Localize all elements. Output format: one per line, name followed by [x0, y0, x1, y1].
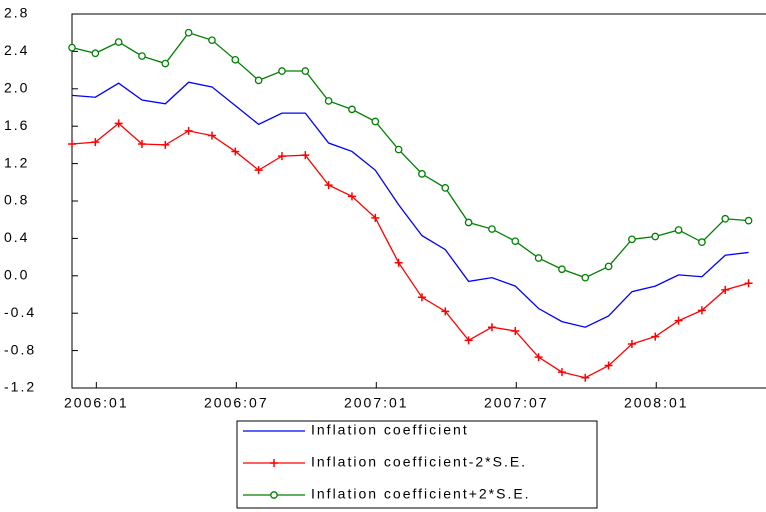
point-marker — [721, 285, 730, 294]
point-marker — [91, 49, 100, 58]
point-marker — [278, 67, 286, 75]
point-marker — [698, 238, 706, 246]
point-marker — [418, 170, 426, 178]
legend-label: Inflation coefficient — [311, 422, 469, 438]
x-tick-label: 2006:07 — [204, 395, 269, 411]
point-marker — [511, 326, 520, 335]
legend-label: Inflation coefficient-2*S.E. — [311, 454, 527, 470]
point-marker — [394, 145, 403, 154]
point-marker — [417, 293, 426, 302]
point-marker — [441, 184, 450, 192]
point-marker — [184, 126, 193, 135]
point-marker — [511, 237, 520, 246]
point-marker — [464, 336, 473, 345]
point-marker — [674, 316, 683, 325]
y-tick-label: 2.4 — [4, 42, 29, 58]
point-marker — [114, 119, 123, 128]
point-marker — [581, 273, 590, 282]
y-tick-label: -1.2 — [4, 379, 36, 395]
point-marker — [347, 192, 356, 201]
legend-box — [236, 420, 598, 509]
series-line — [71, 31, 749, 279]
legend-label: Inflation coefficient+2*S.E. — [311, 486, 531, 502]
y-tick-label: -0.4 — [4, 304, 36, 320]
point-marker — [488, 225, 496, 233]
point-marker — [138, 52, 146, 60]
point-marker — [628, 235, 636, 244]
point-marker — [487, 323, 496, 332]
y-tick-label: 1.6 — [4, 117, 29, 133]
point-marker — [324, 181, 333, 190]
point-marker — [464, 218, 473, 227]
y-tick-label: 2.8 — [4, 5, 29, 21]
point-marker — [231, 55, 240, 64]
point-marker — [277, 152, 286, 161]
point-marker — [91, 138, 100, 147]
x-tick-label: 2008:01 — [624, 395, 689, 411]
point-marker — [301, 151, 310, 160]
point-marker — [301, 67, 310, 75]
point-marker — [721, 214, 730, 223]
x-tick-label: 2006:01 — [64, 395, 129, 411]
point-marker — [231, 147, 240, 156]
point-marker — [557, 368, 566, 377]
point-marker — [744, 216, 753, 225]
point-marker — [114, 38, 123, 46]
point-marker — [207, 131, 216, 140]
point-marker — [441, 307, 450, 316]
point-marker — [674, 226, 683, 234]
point-marker — [604, 262, 613, 271]
point-marker — [161, 59, 170, 68]
point-marker — [534, 254, 543, 262]
point-marker — [68, 43, 76, 52]
point-marker — [744, 279, 753, 288]
point-marker — [324, 97, 333, 105]
series-line — [71, 122, 749, 379]
y-tick-label: 1.2 — [4, 154, 29, 170]
y-tick-label: 0.0 — [4, 267, 29, 283]
y-tick-label: -0.8 — [4, 341, 36, 357]
y-tick-label: 2.0 — [4, 80, 29, 96]
point-marker — [697, 306, 706, 315]
point-marker — [270, 459, 278, 467]
point-marker — [581, 373, 590, 382]
point-marker — [371, 117, 380, 126]
point-marker — [604, 361, 613, 370]
point-marker — [254, 76, 263, 85]
point-marker — [208, 36, 216, 45]
series-line — [71, 81, 749, 328]
point-marker — [184, 28, 193, 37]
point-marker — [651, 332, 660, 341]
point-marker — [627, 340, 636, 349]
point-marker — [270, 491, 278, 499]
point-marker — [371, 213, 380, 222]
point-marker — [651, 232, 660, 241]
x-tick-label: 2007:07 — [484, 395, 549, 411]
point-marker — [68, 139, 76, 148]
y-tick-label: 0.8 — [4, 192, 29, 208]
point-marker — [254, 166, 263, 175]
point-marker — [137, 139, 146, 148]
point-marker — [558, 265, 566, 274]
point-marker — [348, 105, 356, 114]
point-marker — [161, 140, 170, 149]
point-marker — [534, 353, 543, 362]
point-marker — [394, 258, 403, 267]
y-tick-label: 0.4 — [4, 229, 29, 245]
x-tick-label: 2007:01 — [344, 395, 409, 411]
